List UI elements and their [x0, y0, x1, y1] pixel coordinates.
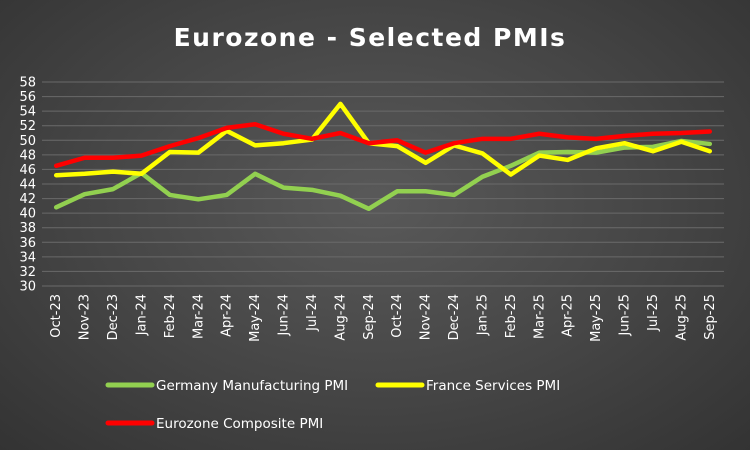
y-tick-label: 50 — [19, 134, 36, 149]
y-tick-label: 52 — [19, 119, 36, 134]
x-tick-label: Jul-25 — [646, 294, 661, 332]
gridlines — [42, 81, 724, 287]
y-tick-label: 44 — [19, 178, 36, 193]
x-tick-label: Feb-25 — [504, 294, 519, 338]
y-tick-label: 56 — [19, 90, 36, 105]
series-line-germany-manufacturing — [53, 138, 713, 212]
y-tick-label: 34 — [19, 250, 36, 265]
legend-item-germany: Germany Manufacturing PMI — [105, 378, 348, 394]
x-axis-tick-labels: Oct-23 Nov-23 Dec-23 Jan-24 Feb-24 Mar-24 Apr-… — [49, 294, 718, 342]
x-tick-label: Aug-24 — [333, 294, 348, 341]
legend-item-france: France Services PMI — [375, 378, 560, 394]
legend-label-eurozone: Eurozone Composite PMI — [156, 416, 323, 432]
y-tick-label: 58 — [19, 76, 36, 91]
x-tick-label: Jun-25 — [618, 294, 633, 337]
series-line-france-services — [53, 101, 713, 178]
y-tick-label: 42 — [19, 192, 36, 207]
x-tick-label: Apr-24 — [220, 294, 235, 337]
series-line-eurozone-composite — [53, 122, 713, 169]
y-tick-label: 36 — [19, 236, 36, 251]
x-tick-label: Sep-24 — [362, 294, 377, 340]
x-tick-label: Feb-24 — [163, 294, 178, 338]
x-tick-label: Jan-24 — [134, 294, 149, 336]
x-tick-label: Nov-24 — [419, 294, 434, 340]
y-tick-label: 46 — [19, 163, 36, 178]
legend-label-france: France Services PMI — [426, 378, 560, 394]
y-tick-label: 48 — [19, 148, 36, 163]
legend: Germany Manufacturing PMI France Service… — [105, 378, 560, 432]
x-tick-label: Mar-24 — [191, 294, 206, 339]
x-tick-label: Aug-25 — [674, 294, 689, 341]
x-tick-label: Apr-25 — [561, 294, 576, 337]
x-tick-label: Oct-23 — [49, 294, 64, 338]
x-tick-label: May-25 — [589, 294, 604, 342]
chart-title: Eurozone - Selected PMIs — [174, 23, 567, 52]
y-tick-label: 30 — [19, 280, 36, 295]
x-tick-label: May-24 — [248, 294, 263, 342]
x-tick-label: Oct-24 — [390, 294, 405, 338]
y-tick-label: 32 — [19, 265, 36, 280]
legend-label-germany: Germany Manufacturing PMI — [156, 378, 348, 394]
x-tick-label: Jan-25 — [475, 294, 490, 336]
legend-item-eurozone: Eurozone Composite PMI — [105, 416, 323, 432]
y-tick-label: 40 — [19, 207, 36, 222]
y-tick-label: 38 — [19, 221, 36, 236]
x-tick-label: Jun-24 — [277, 294, 292, 337]
series-lines — [53, 101, 713, 212]
x-tick-label: Jul-24 — [305, 294, 320, 332]
x-tick-label: Sep-25 — [703, 294, 718, 340]
x-tick-label: Mar-25 — [532, 294, 547, 339]
x-tick-label: Nov-23 — [78, 294, 93, 340]
y-tick-label: 54 — [19, 105, 36, 120]
x-tick-label: Dec-24 — [447, 294, 462, 340]
x-tick-label: Dec-23 — [106, 294, 121, 340]
